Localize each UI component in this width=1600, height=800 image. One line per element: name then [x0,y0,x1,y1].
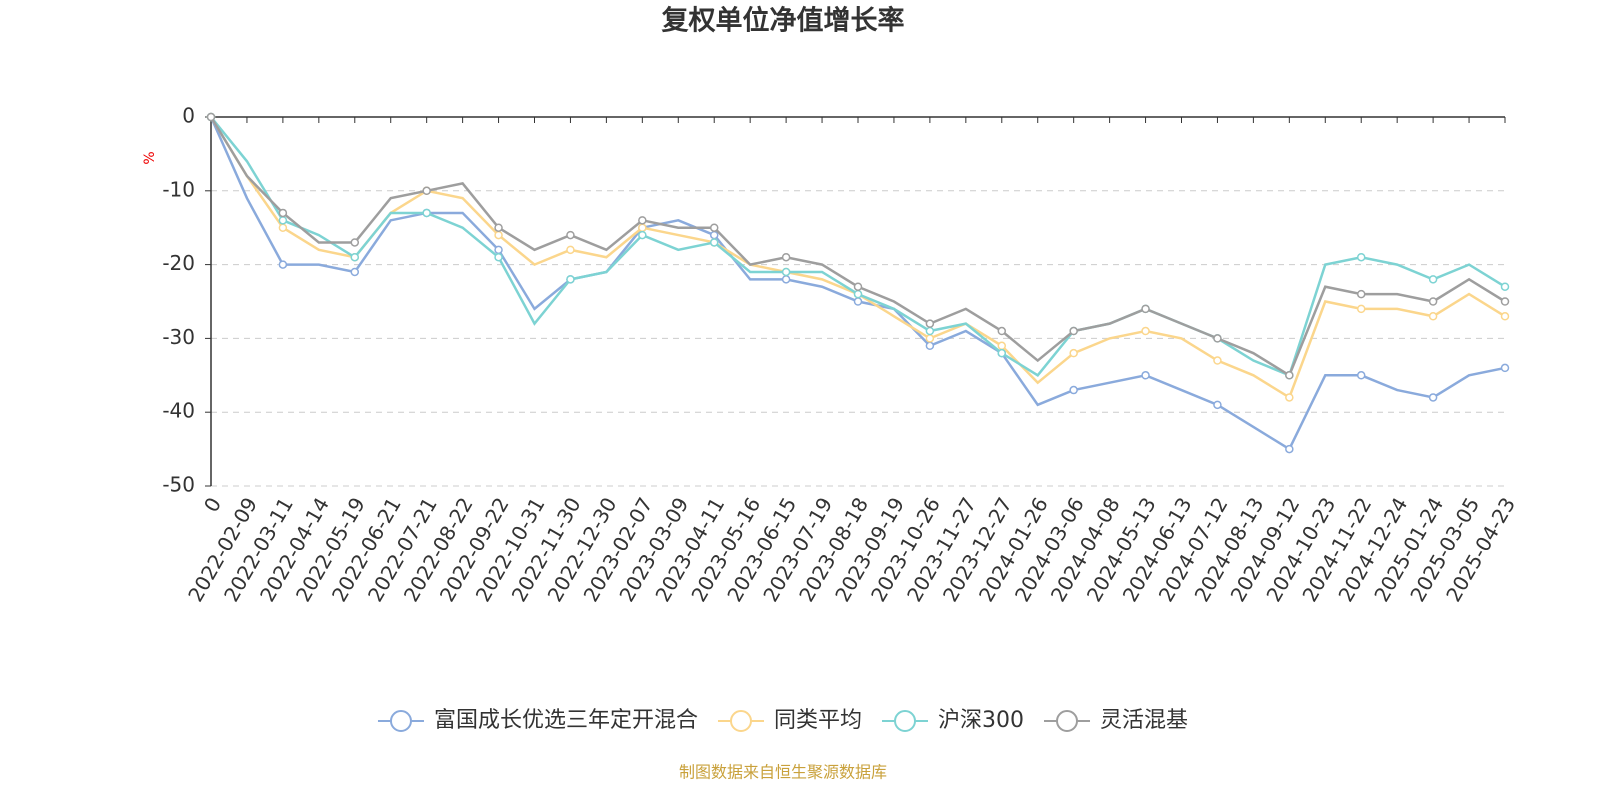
point-marker [1500,282,1510,291]
point-marker [1356,289,1366,299]
point-marker [781,275,791,284]
point-marker [925,341,935,351]
point-marker [709,230,719,240]
point-marker [422,186,431,196]
point-marker [1213,334,1222,343]
point-marker [494,245,503,255]
point-marker [925,326,935,336]
point-marker [638,223,647,232]
point-marker [781,267,791,277]
legend-label: 同类平均 [774,708,862,733]
point-marker [494,223,503,232]
point-marker [1069,326,1078,336]
point-marker [278,223,288,232]
point-marker [1428,312,1438,321]
point-marker [638,230,647,240]
legend-marker [389,710,412,732]
legend-label: 富国成长优选三年定开混合 [434,708,698,733]
point-marker [1500,363,1510,373]
y-tick-label: -50 [162,473,195,497]
y-tick-label: 0 [182,104,195,128]
point-marker [494,252,503,262]
point-marker [638,216,647,225]
point-marker [1285,444,1294,454]
point-marker [1428,275,1438,284]
point-marker [1213,356,1222,365]
point-marker [1500,312,1510,321]
point-marker [925,319,935,328]
point-marker [1141,304,1150,314]
point-marker [566,275,575,284]
point-marker [1285,393,1294,402]
y-axis-label: % [142,151,158,164]
point-marker [566,230,575,240]
point-marker [853,297,863,306]
point-marker [853,282,863,291]
point-marker [997,341,1007,351]
point-marker [709,223,719,232]
point-marker [1069,385,1078,395]
point-marker [278,216,288,225]
point-marker [1069,348,1078,358]
y-tick-label: -40 [162,399,195,423]
point-marker [1141,326,1150,336]
y-tick-label: -20 [162,251,195,275]
point-marker [781,252,791,262]
point-marker [1213,400,1222,410]
point-marker [350,267,360,277]
point-marker [206,112,216,122]
chart-title: 复权单位净值增长率 [662,5,905,37]
point-marker [350,238,360,247]
point-marker [1356,304,1366,314]
legend-marker [729,710,752,732]
legend: 富国成长优选三年定开混合 同类平均 沪深300 灵活混基 [377,708,1188,733]
point-marker [1141,371,1150,380]
point-marker [350,252,360,262]
legend-marker [1056,710,1079,732]
point-marker [853,289,863,299]
point-marker [1500,297,1510,306]
source-note: 制图数据来自恒生聚源数据库 [679,763,887,782]
point-marker [1428,297,1438,306]
legend-label: 灵活混基 [1100,708,1188,733]
point-marker [997,348,1007,358]
point-marker [1356,252,1366,262]
point-marker [278,208,288,218]
point-marker [925,334,935,343]
point-marker [278,260,288,269]
point-marker [1356,371,1366,380]
x-tick-label: 0 [199,493,226,516]
point-marker [494,230,503,240]
point-marker [709,238,719,247]
y-tick-label: -30 [162,325,195,349]
point-marker [566,245,575,255]
point-marker [1285,371,1294,380]
point-marker [997,326,1007,336]
legend-label: 沪深300 [938,708,1024,733]
point-marker [422,208,431,218]
legend-marker [894,710,917,732]
point-marker [1428,393,1438,402]
series-line [209,116,1506,400]
y-tick-label: -10 [162,177,195,201]
